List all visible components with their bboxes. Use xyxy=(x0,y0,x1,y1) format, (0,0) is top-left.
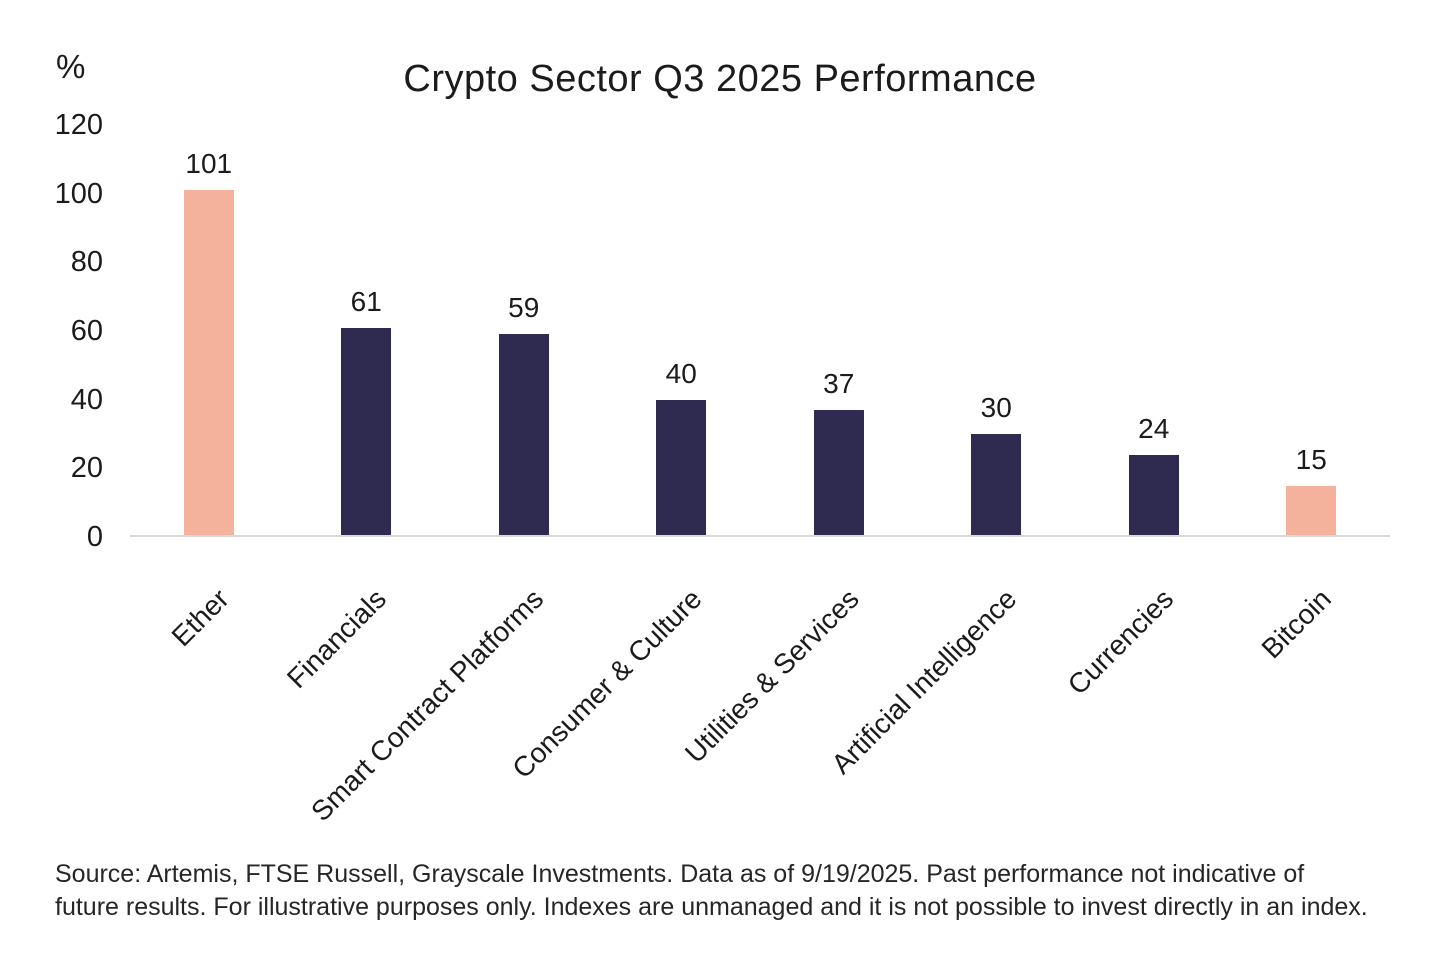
y-tick-label: 120 xyxy=(54,109,103,141)
y-tick-label: 0 xyxy=(86,521,103,553)
y-tick-label: 20 xyxy=(70,452,103,485)
bar-currencies xyxy=(1128,454,1179,537)
bar-value-label: 61 xyxy=(350,285,382,317)
bar-value-label: 40 xyxy=(665,357,697,389)
bar-column: 24 xyxy=(1075,125,1233,537)
bar-financials xyxy=(341,327,392,537)
y-axis: 0 20 40 60 80 100 120 xyxy=(0,111,103,552)
x-axis-line xyxy=(130,535,1390,537)
bar-value-label: 59 xyxy=(508,292,540,324)
bars-layer: 101 61 59 40 37 30 24 15 xyxy=(130,125,1390,537)
bar-column: 59 xyxy=(445,125,603,537)
x-axis-label: Utilities & Services xyxy=(678,583,865,769)
chart-title: Crypto Sector Q3 2025 Performance xyxy=(403,58,1037,100)
y-tick-label: 40 xyxy=(70,383,103,416)
bar-value-label: 24 xyxy=(1138,412,1170,444)
bar-artificial-intelligence xyxy=(971,434,1022,537)
y-tick-label: 100 xyxy=(54,177,103,210)
x-axis-label: Financials xyxy=(281,583,393,695)
bar-value-label: 37 xyxy=(823,367,855,399)
y-tick-label: 80 xyxy=(70,246,103,279)
bar-value-label: 15 xyxy=(1295,443,1327,475)
bar-column: 101 xyxy=(130,125,288,537)
x-axis-label: Currencies xyxy=(1062,583,1180,701)
plot-area: 101 61 59 40 37 30 24 15 Ether Financials Smart C… xyxy=(130,125,1390,827)
bar-ether xyxy=(183,190,234,537)
y-tick-label: 60 xyxy=(70,315,103,347)
bar-bitcoin xyxy=(1286,485,1337,537)
bar-value-label: 30 xyxy=(980,392,1012,423)
bar-utilities-services xyxy=(813,409,864,537)
bar-column: 37 xyxy=(760,125,918,537)
x-axis-label: Ether xyxy=(165,583,235,653)
x-axis-labels: Ether Financials Smart Contract Platforms C… xyxy=(130,537,1390,857)
bar-column: 15 xyxy=(1233,125,1391,537)
x-axis-label: Bitcoin xyxy=(1255,583,1338,665)
source-note: Source: Artemis, FTSE Russell, Grayscale… xyxy=(55,860,1368,921)
bar-smart-contract-platforms xyxy=(498,334,549,537)
y-axis-unit-label: % xyxy=(56,48,86,85)
bar-consumer-culture xyxy=(656,399,707,537)
bar-column: 30 xyxy=(918,125,1076,537)
bar-column: 61 xyxy=(288,125,446,537)
bar-value-label: 101 xyxy=(185,148,233,180)
bar-column: 40 xyxy=(603,125,761,537)
